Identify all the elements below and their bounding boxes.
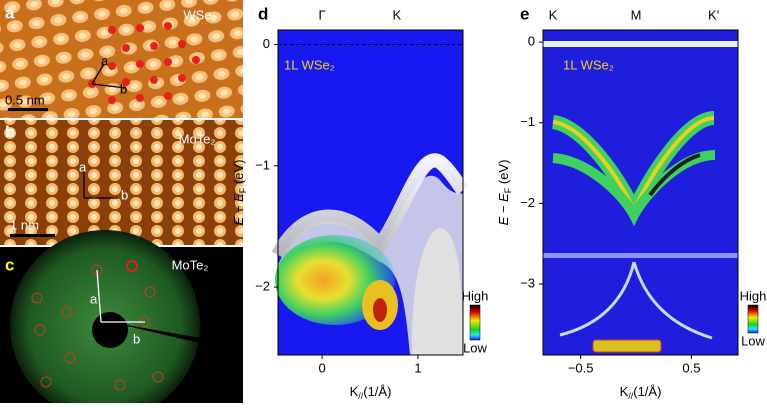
y-label-unit: (eV) bbox=[231, 160, 246, 188]
band bbox=[559, 261, 713, 340]
vector-label: b bbox=[133, 331, 140, 346]
high-symmetry-label: K' bbox=[708, 7, 719, 22]
y-label-unit: (eV) bbox=[496, 160, 511, 188]
scale-bar-label: 1 nm bbox=[10, 217, 39, 232]
stm-image bbox=[0, 120, 243, 245]
x-axis-label: K//(1/Å) bbox=[350, 384, 392, 401]
colorbar-low: Low bbox=[463, 340, 487, 355]
band-intensity bbox=[373, 298, 387, 322]
plot-frame bbox=[277, 29, 464, 356]
panel-label: a bbox=[5, 3, 15, 22]
material-label: WSe₂ bbox=[183, 7, 216, 22]
x-tick-label: 1 bbox=[414, 360, 421, 375]
gun bbox=[92, 312, 128, 348]
lattice-vectors bbox=[83, 172, 118, 199]
lattice-vectors bbox=[91, 63, 127, 89]
y-tick-label: −1 bbox=[255, 157, 270, 172]
high-symmetry-label: Γ bbox=[319, 7, 326, 22]
x-tick-label: 0 bbox=[318, 360, 325, 375]
scale-bar bbox=[8, 108, 48, 111]
y-tick-label: −1 bbox=[520, 114, 535, 129]
y-label-main: E − E bbox=[231, 193, 246, 225]
y-tick-label: −2 bbox=[520, 195, 535, 210]
lattice-vectors bbox=[96, 269, 145, 323]
colorbar bbox=[747, 304, 759, 334]
y-axis-label: E − EF (eV) bbox=[496, 160, 513, 226]
y-tick-label: 0 bbox=[263, 36, 270, 51]
high-symmetry-label: M bbox=[631, 7, 642, 22]
spot-marker bbox=[126, 260, 138, 272]
panel-label: e bbox=[520, 4, 529, 23]
vector-label: b bbox=[120, 81, 127, 96]
material-label: MoTe₂ bbox=[172, 257, 209, 272]
band-intensity bbox=[543, 253, 738, 258]
band-intensity bbox=[543, 41, 738, 47]
scale-bar-label: 0.5 nm bbox=[5, 92, 45, 107]
vector-label: b bbox=[121, 187, 128, 202]
x-label-main: K bbox=[620, 384, 629, 399]
y-label-sub: F bbox=[238, 187, 248, 193]
diffraction-spots bbox=[31, 264, 164, 391]
material-label: MoTe₂ bbox=[179, 131, 216, 146]
vector-label: a bbox=[90, 291, 98, 306]
colorbar-high: High bbox=[740, 288, 767, 303]
sample-label: 1L WSe₂ bbox=[284, 57, 335, 72]
y-label-sub: F bbox=[503, 187, 513, 193]
lattice-dots bbox=[88, 22, 200, 104]
high-symmetry-label: K bbox=[549, 7, 558, 22]
x-tick-label: −0.5 bbox=[568, 360, 594, 375]
x-label-unit: (1/Å) bbox=[363, 384, 391, 399]
vector-label: a bbox=[101, 53, 109, 68]
plot-frame bbox=[542, 29, 739, 356]
panel-label: d bbox=[258, 4, 268, 23]
vector-label: a bbox=[79, 159, 87, 174]
valence-band bbox=[271, 153, 469, 259]
panel-label: b bbox=[5, 122, 15, 141]
y-tick-label: −3 bbox=[520, 275, 535, 290]
y-tick-label: −2 bbox=[255, 279, 270, 294]
x-label-sub: // bbox=[628, 391, 634, 401]
colorbar-high: High bbox=[462, 288, 489, 303]
band bbox=[648, 153, 701, 197]
high-symmetry-label: K bbox=[393, 7, 402, 22]
band bbox=[552, 150, 716, 226]
x-axis-label: K//(1/Å) bbox=[620, 384, 662, 401]
y-tick-label: 0 bbox=[528, 34, 535, 49]
y-label-main: E − E bbox=[496, 193, 511, 225]
panel-label: c bbox=[5, 255, 14, 274]
x-tick-label: 0.5 bbox=[682, 360, 700, 375]
x-label-unit: (1/Å) bbox=[633, 384, 661, 399]
y-axis-label: E − EF (eV) bbox=[231, 160, 248, 226]
band-intensity bbox=[411, 228, 463, 355]
stm-image bbox=[0, 0, 243, 118]
x-label-main: K bbox=[350, 384, 359, 399]
gun-shadow bbox=[110, 322, 240, 352]
band bbox=[592, 339, 662, 353]
x-label-sub: // bbox=[358, 391, 364, 401]
colorbar-low: Low bbox=[741, 333, 765, 348]
sample-label: 1L WSe₂ bbox=[563, 57, 614, 72]
colorbar bbox=[469, 304, 481, 341]
scale-bar bbox=[10, 234, 55, 237]
